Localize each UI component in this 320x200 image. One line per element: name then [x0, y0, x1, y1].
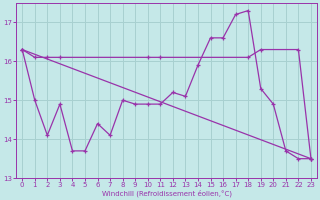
X-axis label: Windchill (Refroidissement éolien,°C): Windchill (Refroidissement éolien,°C): [101, 190, 232, 197]
